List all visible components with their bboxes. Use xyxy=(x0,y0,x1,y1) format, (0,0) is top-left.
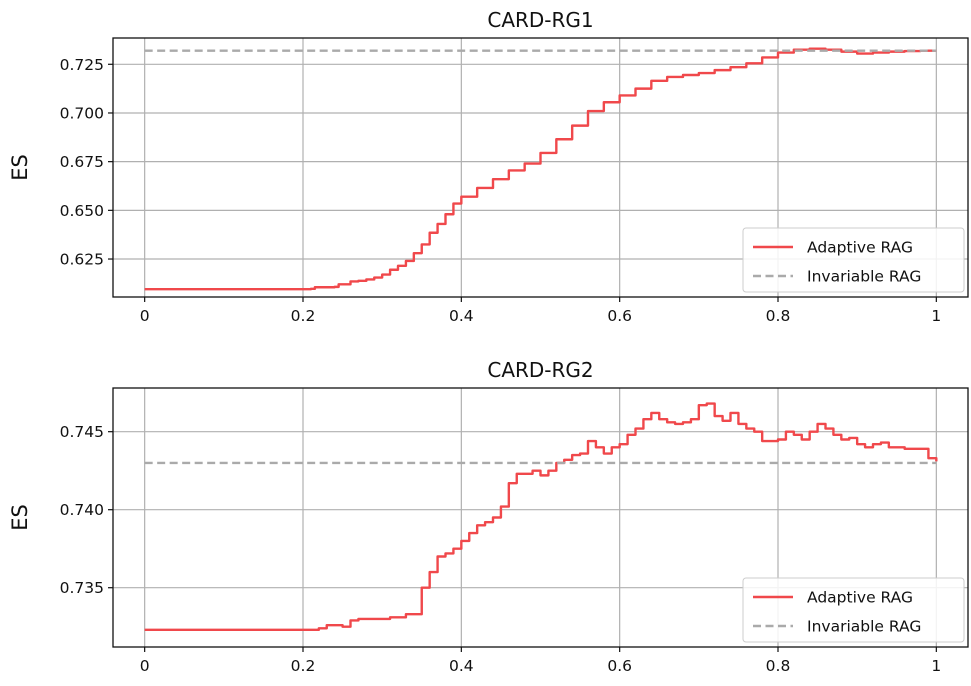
y-axis-label: ES xyxy=(8,154,32,181)
y-tick-label: 0.725 xyxy=(60,56,104,74)
legend-label: Adaptive RAG xyxy=(807,589,913,607)
x-tick-label: 0.4 xyxy=(449,657,474,675)
legend-box xyxy=(742,577,965,643)
y-tick-label: 0.735 xyxy=(60,579,104,597)
legend-box xyxy=(742,227,965,293)
chart-title: CARD-RG2 xyxy=(487,358,593,382)
legend: Adaptive RAG Invariable RAG xyxy=(742,227,965,293)
x-tick-label: 0 xyxy=(140,307,150,325)
plot-frame xyxy=(112,387,969,648)
x-tick-label: 0.8 xyxy=(766,657,791,675)
chart-title: CARD-RG1 xyxy=(487,8,593,32)
x-tick-label: 1 xyxy=(931,657,941,675)
y-tick-label: 0.675 xyxy=(60,153,104,171)
y-tick-label: 0.700 xyxy=(60,104,104,122)
legend: Adaptive RAG Invariable RAG xyxy=(742,577,965,643)
chart-panel-1: 0 0.2 0.4 0.6 0.8 1 0.625 0.650 0.675 0.700 0.725 C… xyxy=(8,8,969,325)
legend-label: Invariable RAG xyxy=(807,618,921,636)
x-tick-label: 0.2 xyxy=(291,657,316,675)
y-tick-label: 0.745 xyxy=(60,423,104,441)
plot-frame xyxy=(112,37,969,298)
x-tick-label: 0.8 xyxy=(766,307,791,325)
x-tick-label: 1 xyxy=(931,307,941,325)
y-tick-label: 0.650 xyxy=(60,202,104,220)
x-tick-label: 0.4 xyxy=(449,307,474,325)
y-axis-label: ES xyxy=(8,504,32,531)
y-tick-label: 0.625 xyxy=(60,251,104,269)
series-line-adaptive-rag xyxy=(144,402,938,632)
chart-panel-2: 0 0.2 0.4 0.6 0.8 1 0.735 0.740 0.745 CARD-RG2 ES A… xyxy=(8,358,969,675)
x-tick-label: 0 xyxy=(140,657,150,675)
x-tick-label: 0.6 xyxy=(607,657,632,675)
x-tick-label: 0.6 xyxy=(607,307,632,325)
y-tick-label: 0.740 xyxy=(60,501,104,519)
legend-label: Adaptive RAG xyxy=(807,239,913,257)
series-line-adaptive-rag xyxy=(144,47,937,291)
x-tick-label: 0.2 xyxy=(291,307,316,325)
legend-label: Invariable RAG xyxy=(807,268,921,286)
